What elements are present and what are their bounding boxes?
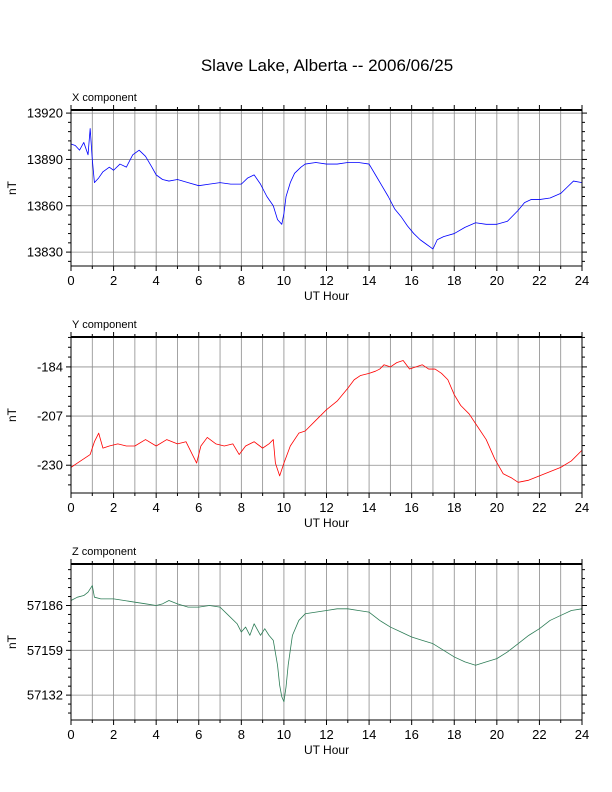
x-tick-label: 2	[110, 500, 117, 515]
panel-title: Z component	[72, 546, 136, 558]
panel-title: Y component	[72, 319, 137, 331]
series-line	[70, 128, 583, 250]
x-tick-label: 2	[110, 727, 117, 742]
panel-1: 0 2 4 6 8 10 12 14 16 18 20 22 241383013860138901392…	[5, 92, 589, 303]
x-tick-label: 8	[238, 500, 245, 515]
x-axis-title: UT Hour	[304, 289, 349, 303]
x-axis-title: UT Hour	[304, 516, 349, 530]
x-tick-label: 0	[67, 273, 74, 288]
x-tick-label: 18	[447, 727, 461, 742]
x-tick-label: 6	[195, 727, 202, 742]
chart-title: Slave Lake, Alberta -- 2006/06/25	[200, 56, 454, 75]
y-tick-label: 57186	[27, 598, 63, 613]
y-tick-label: -230	[37, 458, 63, 473]
series-line	[70, 585, 583, 703]
x-tick-label: 12	[319, 500, 333, 515]
x-tick-label: 20	[490, 727, 504, 742]
x-tick-label: 16	[404, 500, 418, 515]
y-tick-label: -207	[37, 409, 63, 424]
x-tick-label: 14	[362, 727, 376, 742]
y-tick-label: -184	[37, 359, 63, 374]
x-tick-label: 10	[277, 273, 291, 288]
y-tick-label: 13920	[27, 106, 63, 121]
y-axis-title: nT	[5, 180, 19, 195]
x-tick-label: 8	[238, 273, 245, 288]
x-tick-label: 12	[319, 727, 333, 742]
x-tick-label: 22	[532, 727, 546, 742]
y-tick-label: 57132	[27, 688, 63, 703]
panel-title: X component	[72, 92, 137, 104]
x-tick-label: 2	[110, 273, 117, 288]
x-tick-label: 18	[447, 273, 461, 288]
x-tick-label: 6	[195, 500, 202, 515]
x-tick-label: 24	[575, 500, 589, 515]
x-tick-label: 14	[362, 273, 376, 288]
x-tick-label: 20	[490, 273, 504, 288]
x-tick-label: 12	[319, 273, 333, 288]
y-tick-label: 13830	[27, 245, 63, 260]
x-tick-label: 10	[277, 727, 291, 742]
x-tick-label: 10	[277, 500, 291, 515]
x-tick-label: 22	[532, 500, 546, 515]
x-tick-label: 24	[575, 273, 589, 288]
x-tick-label: 8	[238, 727, 245, 742]
x-tick-label: 0	[67, 500, 74, 515]
x-axis-title: UT Hour	[304, 743, 349, 757]
x-tick-label: 20	[490, 500, 504, 515]
y-tick-label: 13860	[27, 198, 63, 213]
y-axis-title: nT	[5, 407, 19, 422]
y-tick-label: 57159	[27, 643, 63, 658]
x-tick-label: 4	[153, 500, 160, 515]
y-axis-title: nT	[5, 634, 19, 649]
x-tick-label: 24	[575, 727, 589, 742]
x-tick-label: 16	[404, 273, 418, 288]
x-tick-label: 0	[67, 727, 74, 742]
x-tick-label: 4	[153, 727, 160, 742]
x-tick-label: 16	[404, 727, 418, 742]
series-line	[70, 360, 583, 483]
y-tick-label: 13890	[27, 152, 63, 167]
x-tick-label: 18	[447, 500, 461, 515]
x-tick-label: 14	[362, 500, 376, 515]
x-tick-label: 6	[195, 273, 202, 288]
x-tick-label: 4	[153, 273, 160, 288]
x-tick-label: 22	[532, 273, 546, 288]
